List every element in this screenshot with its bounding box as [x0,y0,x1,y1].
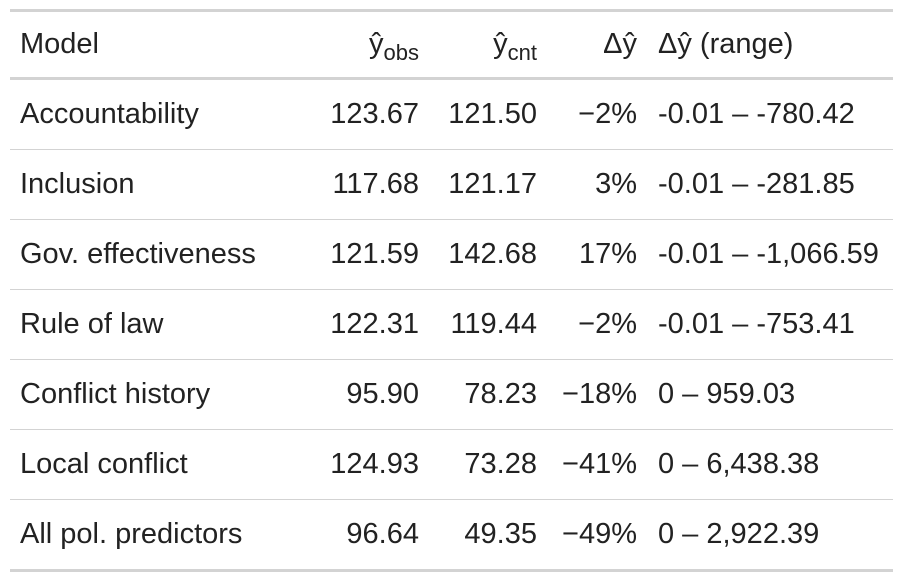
cell-delta: −41% [562,448,637,480]
cell-y-cnt: 78.23 [464,378,537,410]
cell-delta-range: -0.01 – -780.42 [658,98,855,130]
cell-delta: 17% [578,238,637,270]
cell-delta-range: 0 – 6,438.38 [658,448,820,480]
header-y-cnt-subscript: cnt [507,40,537,65]
cell-y-cnt: 142.68 [448,238,537,270]
header-y-obs: ŷobs [299,11,419,79]
header-delta: Δŷ [603,28,637,60]
table-body: Accountability 123.67 121.50 −2% -0.01 –… [10,79,893,571]
header-y-cnt-symbol: ŷ [493,28,508,60]
cell-delta: −49% [562,518,637,550]
cell-y-obs: 122.31 [330,308,419,340]
results-table: Model ŷobs ŷcnt Δŷ Δŷ (range) Accountabi… [10,9,893,572]
cell-model: Inclusion [20,168,135,200]
cell-y-cnt: 121.17 [448,168,537,200]
cell-y-obs: 123.67 [330,98,419,130]
header-y-obs-symbol: ŷ [369,28,384,60]
table-row: Conflict history 95.90 78.23 −18% 0 – 95… [10,360,893,430]
cell-model: Local conflict [20,448,188,480]
table-row: Gov. effectiveness 121.59 142.68 17% -0.… [10,220,893,290]
header-y-cnt: ŷcnt [419,11,537,79]
results-table-container: Model ŷobs ŷcnt Δŷ Δŷ (range) Accountabi… [10,9,893,572]
header-delta-range: Δŷ (range) [658,28,794,60]
cell-delta-range: 0 – 2,922.39 [658,518,820,550]
cell-delta: −2% [578,308,637,340]
cell-delta: −18% [562,378,637,410]
cell-y-cnt: 49.35 [464,518,537,550]
table-row: Local conflict 124.93 73.28 −41% 0 – 6,4… [10,430,893,500]
cell-y-obs: 121.59 [330,238,419,270]
cell-model: All pol. predictors [20,518,243,550]
table-header: Model ŷobs ŷcnt Δŷ Δŷ (range) [10,10,893,79]
cell-model: Gov. effectiveness [20,238,256,270]
cell-delta-range: -0.01 – -1,066.59 [658,238,879,270]
cell-y-cnt: 121.50 [448,98,537,130]
cell-delta: 3% [595,168,637,200]
cell-delta-range: 0 – 959.03 [658,378,796,410]
cell-delta: −2% [578,98,637,130]
table-row: Accountability 123.67 121.50 −2% -0.01 –… [10,79,893,150]
cell-model: Rule of law [20,308,164,340]
header-row: Model ŷobs ŷcnt Δŷ Δŷ (range) [10,10,893,79]
cell-y-obs: 124.93 [330,448,419,480]
cell-y-obs: 117.68 [332,168,419,200]
cell-model: Conflict history [20,378,211,410]
cell-delta-range: -0.01 – -281.85 [658,168,855,200]
cell-y-obs: 96.64 [346,518,419,550]
header-model: Model [20,28,99,60]
cell-y-obs: 95.90 [346,378,419,410]
header-y-obs-subscript: obs [383,40,419,65]
table-row: Rule of law 122.31 119.44 −2% -0.01 – -7… [10,290,893,360]
cell-delta-range: -0.01 – -753.41 [658,308,855,340]
cell-y-cnt: 119.44 [450,308,537,340]
table-row: Inclusion 117.68 121.17 3% -0.01 – -281.… [10,150,893,220]
table-row: All pol. predictors 96.64 49.35 −49% 0 –… [10,500,893,571]
cell-y-cnt: 73.28 [464,448,537,480]
cell-model: Accountability [20,98,199,130]
